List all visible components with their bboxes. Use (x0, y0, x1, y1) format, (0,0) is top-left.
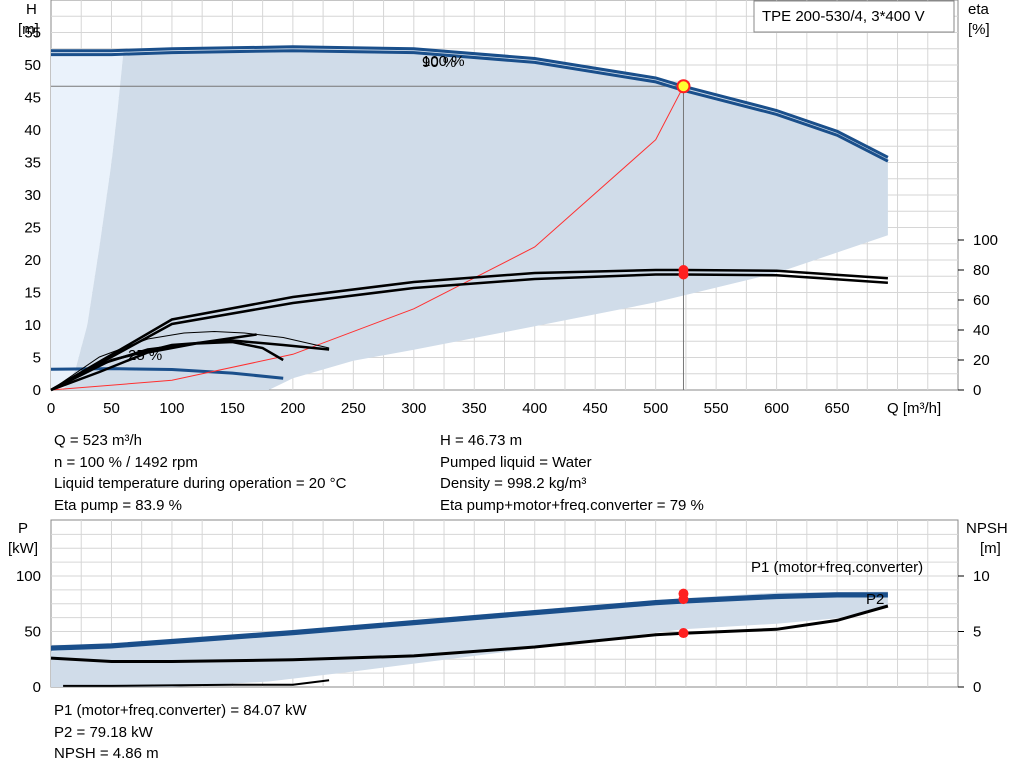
power-y-tick-label: 50 (24, 624, 41, 641)
head-curve (51, 45, 889, 159)
power-duty-point (678, 628, 689, 639)
duty-info-left: Q = 523 m³/h n = 100 % / 1492 rpm Liquid… (54, 430, 346, 516)
npsh-axis-label-unit: [m] (980, 540, 1001, 557)
speed-text: n = 100 % / 1492 rpm (54, 453, 198, 471)
head-x-tick-label: 150 (220, 400, 245, 417)
head-y-tick-label: 40 (24, 122, 41, 139)
duty-info-right: H = 46.73 m Pumped liquid = Water Densit… (440, 430, 704, 516)
head-y-tick-label: 55 (24, 25, 41, 42)
flow-rate-text: Q = 523 m³/h (54, 432, 142, 449)
head-y-tick-label: 50 (24, 57, 41, 74)
head-x-tick-label: 100 (159, 400, 184, 417)
power-curves (50, 588, 889, 687)
power-operating-region (51, 591, 888, 687)
eta-curve (50, 273, 888, 392)
power-info: P1 (motor+freq.converter) = 84.07 kW P2 … (54, 700, 307, 765)
head-x-tick-label: 350 (462, 400, 487, 417)
duty-point-marker (676, 79, 691, 94)
head-y-tick-label: 45 (24, 90, 41, 107)
speed-label-25: 25 % (128, 347, 162, 364)
power-y-tick-label: 100 (16, 568, 41, 585)
head-x-tick-label: 400 (522, 400, 547, 417)
power-region-fill (51, 591, 888, 687)
head-y-tick-label: 25 (24, 220, 41, 237)
head-y-tick-label: 10 (24, 317, 41, 334)
eta-duty-point (678, 269, 689, 280)
density-text: Density = 998.2 kg/m³ (440, 475, 587, 492)
head-y-tick-label: 15 (24, 285, 41, 302)
speed-label-90: 90 % (422, 54, 456, 71)
head-y-tick-label: 30 (24, 187, 41, 204)
eta-curve (50, 268, 888, 392)
power-y-label-symbol: P (18, 520, 28, 537)
eta-tick-label: 40 (973, 322, 990, 339)
head-x-tick-label: 200 (280, 400, 305, 417)
eta-tick-label: 0 (973, 382, 981, 399)
power-y-tick-label: 0 (33, 679, 41, 696)
head-region-light (51, 50, 124, 390)
eta-axis-label-unit: [%] (968, 21, 990, 38)
eta-curve (50, 333, 257, 392)
head-x-tick-label: 250 (341, 400, 366, 417)
head-y-label-symbol: H (26, 1, 37, 18)
head-x-tick-label: 300 (401, 400, 426, 417)
head-y-label-unit: [m] (18, 21, 39, 38)
speed-label-100: 100 % (422, 53, 465, 70)
p2-power-text: P2 = 79.18 kW (54, 723, 153, 741)
liquid-temperature-text: Liquid temperature during operation = 20… (54, 475, 347, 492)
eta-total-text: Eta pump+motor+freq.converter = 79 % (440, 496, 704, 514)
npsh-tick-label: 0 (973, 679, 981, 696)
eta-axis-label-symbol: eta (968, 1, 990, 18)
head-curve (51, 49, 889, 163)
eta-curve (50, 330, 330, 391)
p1-curve (50, 592, 888, 649)
p2-curve-label: P2 (866, 591, 884, 608)
power-chart-plot: 0 50 100 0 5 10 (16, 519, 990, 696)
power-y-label-unit: [kW] (8, 540, 38, 557)
head-x-tick-label: 600 (764, 400, 789, 417)
npsh-tick-label: 10 (973, 568, 990, 585)
eta-tick-label: 20 (973, 352, 990, 369)
pump-title-box (753, 0, 955, 33)
head-y-tick-label: 0 (33, 382, 41, 399)
power-duty-point (678, 594, 689, 605)
head-text: H = 46.73 m (440, 432, 523, 449)
npsh-curve (63, 679, 330, 687)
head-chart-plot: 0 50 100 150 200 250 300 350 400 450 500 550 600 6500… (24, 0, 998, 417)
pump-title: TPE 200-530/4, 3*400 V (762, 8, 925, 25)
head-y-tick-label: 5 (33, 350, 41, 367)
head-x-axis-label: Q [m³/h] (887, 400, 941, 417)
power-tick-labels: 0 50 100 0 5 10 (16, 568, 990, 696)
eta-tick-label: 80 (973, 262, 990, 279)
head-x-tick-label: 50 (103, 400, 120, 417)
head-x-tick-label: 500 (643, 400, 668, 417)
eta-tick-label: 60 (973, 292, 990, 309)
npsh-text: NPSH = 4.86 m (54, 745, 159, 762)
head-x-tick-label: 650 (825, 400, 850, 417)
npsh-tick-label: 5 (973, 624, 981, 641)
p1-curve-label: P1 (motor+freq.converter) (751, 559, 923, 576)
p1-power-text: P1 (motor+freq.converter) = 84.07 kW (54, 702, 307, 719)
p2-curve (50, 604, 889, 663)
head-tick-labels: 0 50 100 150 200 250 300 350 400 450 500 550 600 6500… (24, 25, 998, 418)
head-curves (50, 45, 889, 392)
head-x-tick-label: 550 (704, 400, 729, 417)
head-y-tick-label: 35 (24, 155, 41, 172)
head-x-tick-label: 0 (47, 400, 55, 417)
eta-tick-label: 100 (973, 232, 998, 249)
head-y-tick-label: 20 (24, 252, 41, 269)
npsh-axis-label-symbol: NPSH (966, 520, 1008, 537)
system-curve (50, 86, 684, 391)
eta-pump-text: Eta pump = 83.9 % (54, 496, 182, 514)
head-x-tick-label: 450 (583, 400, 608, 417)
p1-curve (50, 594, 888, 651)
pumped-liquid-text: Pumped liquid = Water (440, 453, 592, 471)
